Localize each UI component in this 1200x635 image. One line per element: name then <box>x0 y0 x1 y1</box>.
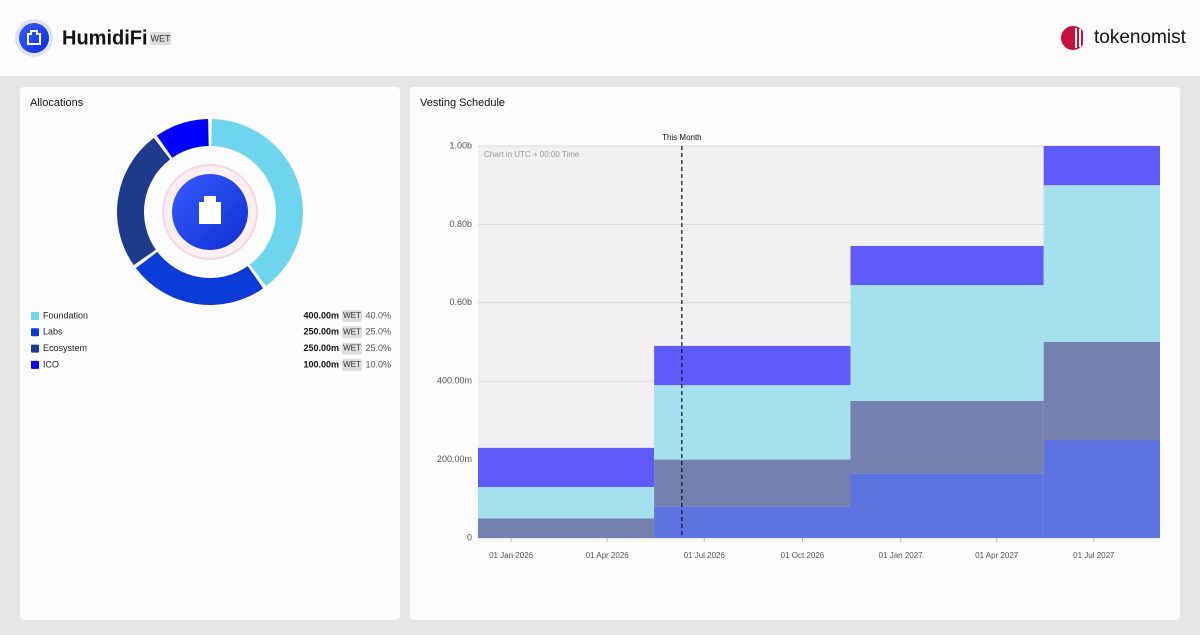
y-tick-label: 0.80b <box>449 219 472 229</box>
x-tick-label: 01 Jul 2026 <box>684 551 726 560</box>
step-segment <box>1043 440 1160 538</box>
header-bar <box>0 0 1200 76</box>
card-title: Vesting Schedule <box>420 97 505 109</box>
legend-label: Ecosystem <box>43 343 87 353</box>
legend-swatch <box>31 344 39 353</box>
symbol-label: WET <box>343 311 361 320</box>
step-segment <box>654 385 851 460</box>
legend-swatch <box>31 360 39 369</box>
percent-label: 10.0% <box>365 359 391 369</box>
x-tick-label: 01 Jan 2027 <box>879 551 924 560</box>
x-tick-label: 01 Oct 2026 <box>781 551 825 560</box>
value-label: 250.00m <box>303 343 339 353</box>
legend-label: Foundation <box>43 310 88 320</box>
y-tick-label: 1.00b <box>449 140 472 150</box>
step-segment <box>478 487 655 519</box>
step-segment <box>850 400 1044 474</box>
brand-logo <box>1061 26 1085 50</box>
step-segment <box>654 506 851 538</box>
donut-slice <box>211 119 304 287</box>
annotation-label: This Month <box>662 133 702 142</box>
card-title: Allocations <box>30 97 84 109</box>
x-tick-label: 01 Apr 2027 <box>975 551 1019 560</box>
step-segment <box>850 473 1044 538</box>
value-label: 250.00m <box>303 327 339 337</box>
donut-slice <box>117 137 171 266</box>
step-segment <box>1043 185 1160 342</box>
x-tick-label: 01 Jul 2027 <box>1073 551 1115 560</box>
step-segment <box>478 447 655 488</box>
percent-label: 40.0% <box>365 310 391 320</box>
x-tick-label: 01 Apr 2026 <box>586 551 630 560</box>
step-segment <box>850 245 1044 286</box>
token-symbol: WET <box>151 33 171 43</box>
symbol-label: WET <box>343 327 361 336</box>
donut-slice <box>135 251 264 305</box>
symbol-badge <box>342 310 362 322</box>
legend-swatch <box>31 312 39 320</box>
chart-subtitle: Chart in UTC + 00:00 Time <box>484 150 580 159</box>
token-name: HumidiFi <box>62 27 148 49</box>
symbol-label: WET <box>343 344 361 353</box>
symbol-badge <box>342 358 362 371</box>
y-tick-label: 0.60b <box>449 297 472 307</box>
brand-logo-lines <box>1075 28 1085 48</box>
x-tick-label: 01 Jan 2026 <box>489 551 534 560</box>
y-tick-label: 200.00m <box>437 454 472 464</box>
donut-slice <box>156 119 209 158</box>
value-label: 100.00m <box>303 359 339 369</box>
step-segment <box>654 459 851 507</box>
legend-label: ICO <box>43 359 59 369</box>
donut-center-icon <box>199 196 221 224</box>
y-tick-label: 0 <box>467 532 472 542</box>
percent-label: 25.0% <box>365 343 391 353</box>
value-label: 400.00m <box>303 310 339 320</box>
symbol-label: WET <box>343 360 361 369</box>
legend-swatch <box>31 328 39 337</box>
allocations-card <box>20 87 400 620</box>
symbol-badge <box>342 342 362 355</box>
step-segment <box>1043 342 1160 440</box>
step-segment <box>850 285 1044 401</box>
symbol-badge <box>342 326 362 339</box>
legend-label: Labs <box>43 327 63 337</box>
token-icon <box>27 30 41 45</box>
step-segment <box>654 345 851 386</box>
symbol-badge <box>150 32 171 45</box>
step-segment <box>1043 146 1160 186</box>
brand-name: tokenomist <box>1094 27 1187 48</box>
y-tick-label: 400.00m <box>437 376 472 386</box>
token-logo <box>19 23 49 53</box>
percent-label: 25.0% <box>365 327 391 337</box>
step-segment <box>478 518 655 538</box>
